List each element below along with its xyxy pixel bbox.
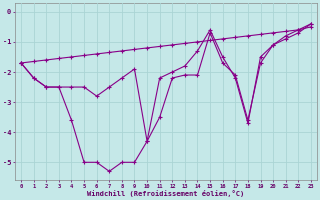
X-axis label: Windchill (Refroidissement éolien,°C): Windchill (Refroidissement éolien,°C) — [87, 190, 244, 197]
